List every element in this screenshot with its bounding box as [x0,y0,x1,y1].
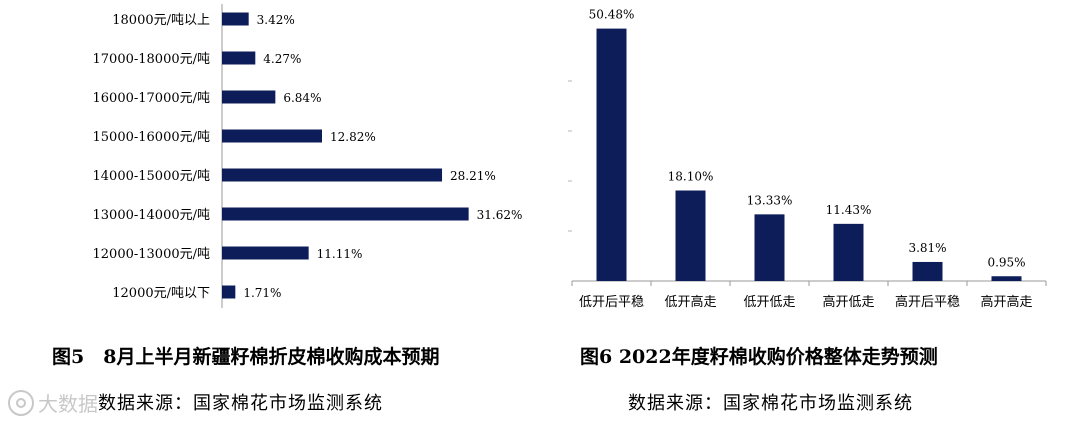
data-label: 13.33% [747,193,793,207]
x-tick-label: 低开低走 [743,295,795,310]
bar [222,246,309,260]
data-label: 50.48% [589,8,635,22]
bar [833,223,864,281]
chart-cost-expectation: 18000元/吨以上 3.42% 17000-18000元/吨 4.27% 16000-… [93,4,523,308]
data-label: 1.71% [243,286,281,300]
bar [222,12,249,26]
watermark-text: 大数据 [38,392,98,416]
x-tick-label: 低开高走 [664,294,716,310]
data-label: 4.27% [263,52,301,66]
data-label: 12.82% [330,130,376,144]
x-tick-label: 低开后平稳 [579,294,644,310]
bar [222,285,236,299]
data-label: 3.81% [908,241,946,255]
circle-logo-icon [8,389,34,416]
data-label: 28.21% [450,169,496,183]
x-tick-label: 高开低走 [822,294,874,310]
bar [222,129,322,143]
bar [222,207,469,221]
bar [596,28,627,281]
data-label: 18.10% [668,170,714,184]
bar [222,51,256,65]
x-tick-label: 高开后平稳 [895,294,960,310]
bar [222,168,443,182]
y-tick-label: 12000元/吨以下 [112,286,210,301]
charts-canvas: 18000元/吨以上 3.42% 17000-18000元/吨 4.27% 16000-… [93,4,1047,310]
data-label: 6.84% [283,91,321,105]
y-tick-label: 16000-17000元/吨 [93,91,210,106]
y-tick-label: 13000-14000元/吨 [93,208,210,223]
x-tick-label: 高开高走 [980,294,1032,310]
y-tick-label: 14000-15000元/吨 [93,169,210,184]
bar [754,214,785,281]
data-label: 0.95% [987,255,1025,269]
figure-6-source: 数据来源：国家棉花市场监测系统 [628,393,913,414]
figure-6-title: 图6 2022年度籽棉收购价格整体走势预测 [580,346,938,368]
figure-5-source: 数据来源：国家棉花市场监测系统 [98,393,383,414]
data-label: 11.11% [317,247,363,261]
y-tick-label: 18000元/吨以上 [112,13,210,28]
y-tick-label: 17000-18000元/吨 [93,52,210,67]
data-label: 31.62% [477,208,523,222]
y-tick-label: 15000-16000元/吨 [93,130,210,145]
watermark: 大数据 [8,388,98,417]
figure-5-title: 图5 8月上半月新疆籽棉折皮棉收购成本预期 [52,346,440,368]
chart-price-trend: 50.48% 低开后平稳 18.10% 低开高走 13.33% 低开低走 11.43% 高开低… [568,8,1047,310]
bar [222,90,276,104]
bar [912,261,943,281]
bar [675,190,706,281]
bar [991,276,1022,281]
data-label: 11.43% [826,203,872,217]
data-label: 3.42% [257,13,295,27]
y-tick-label: 12000-13000元/吨 [93,247,210,262]
